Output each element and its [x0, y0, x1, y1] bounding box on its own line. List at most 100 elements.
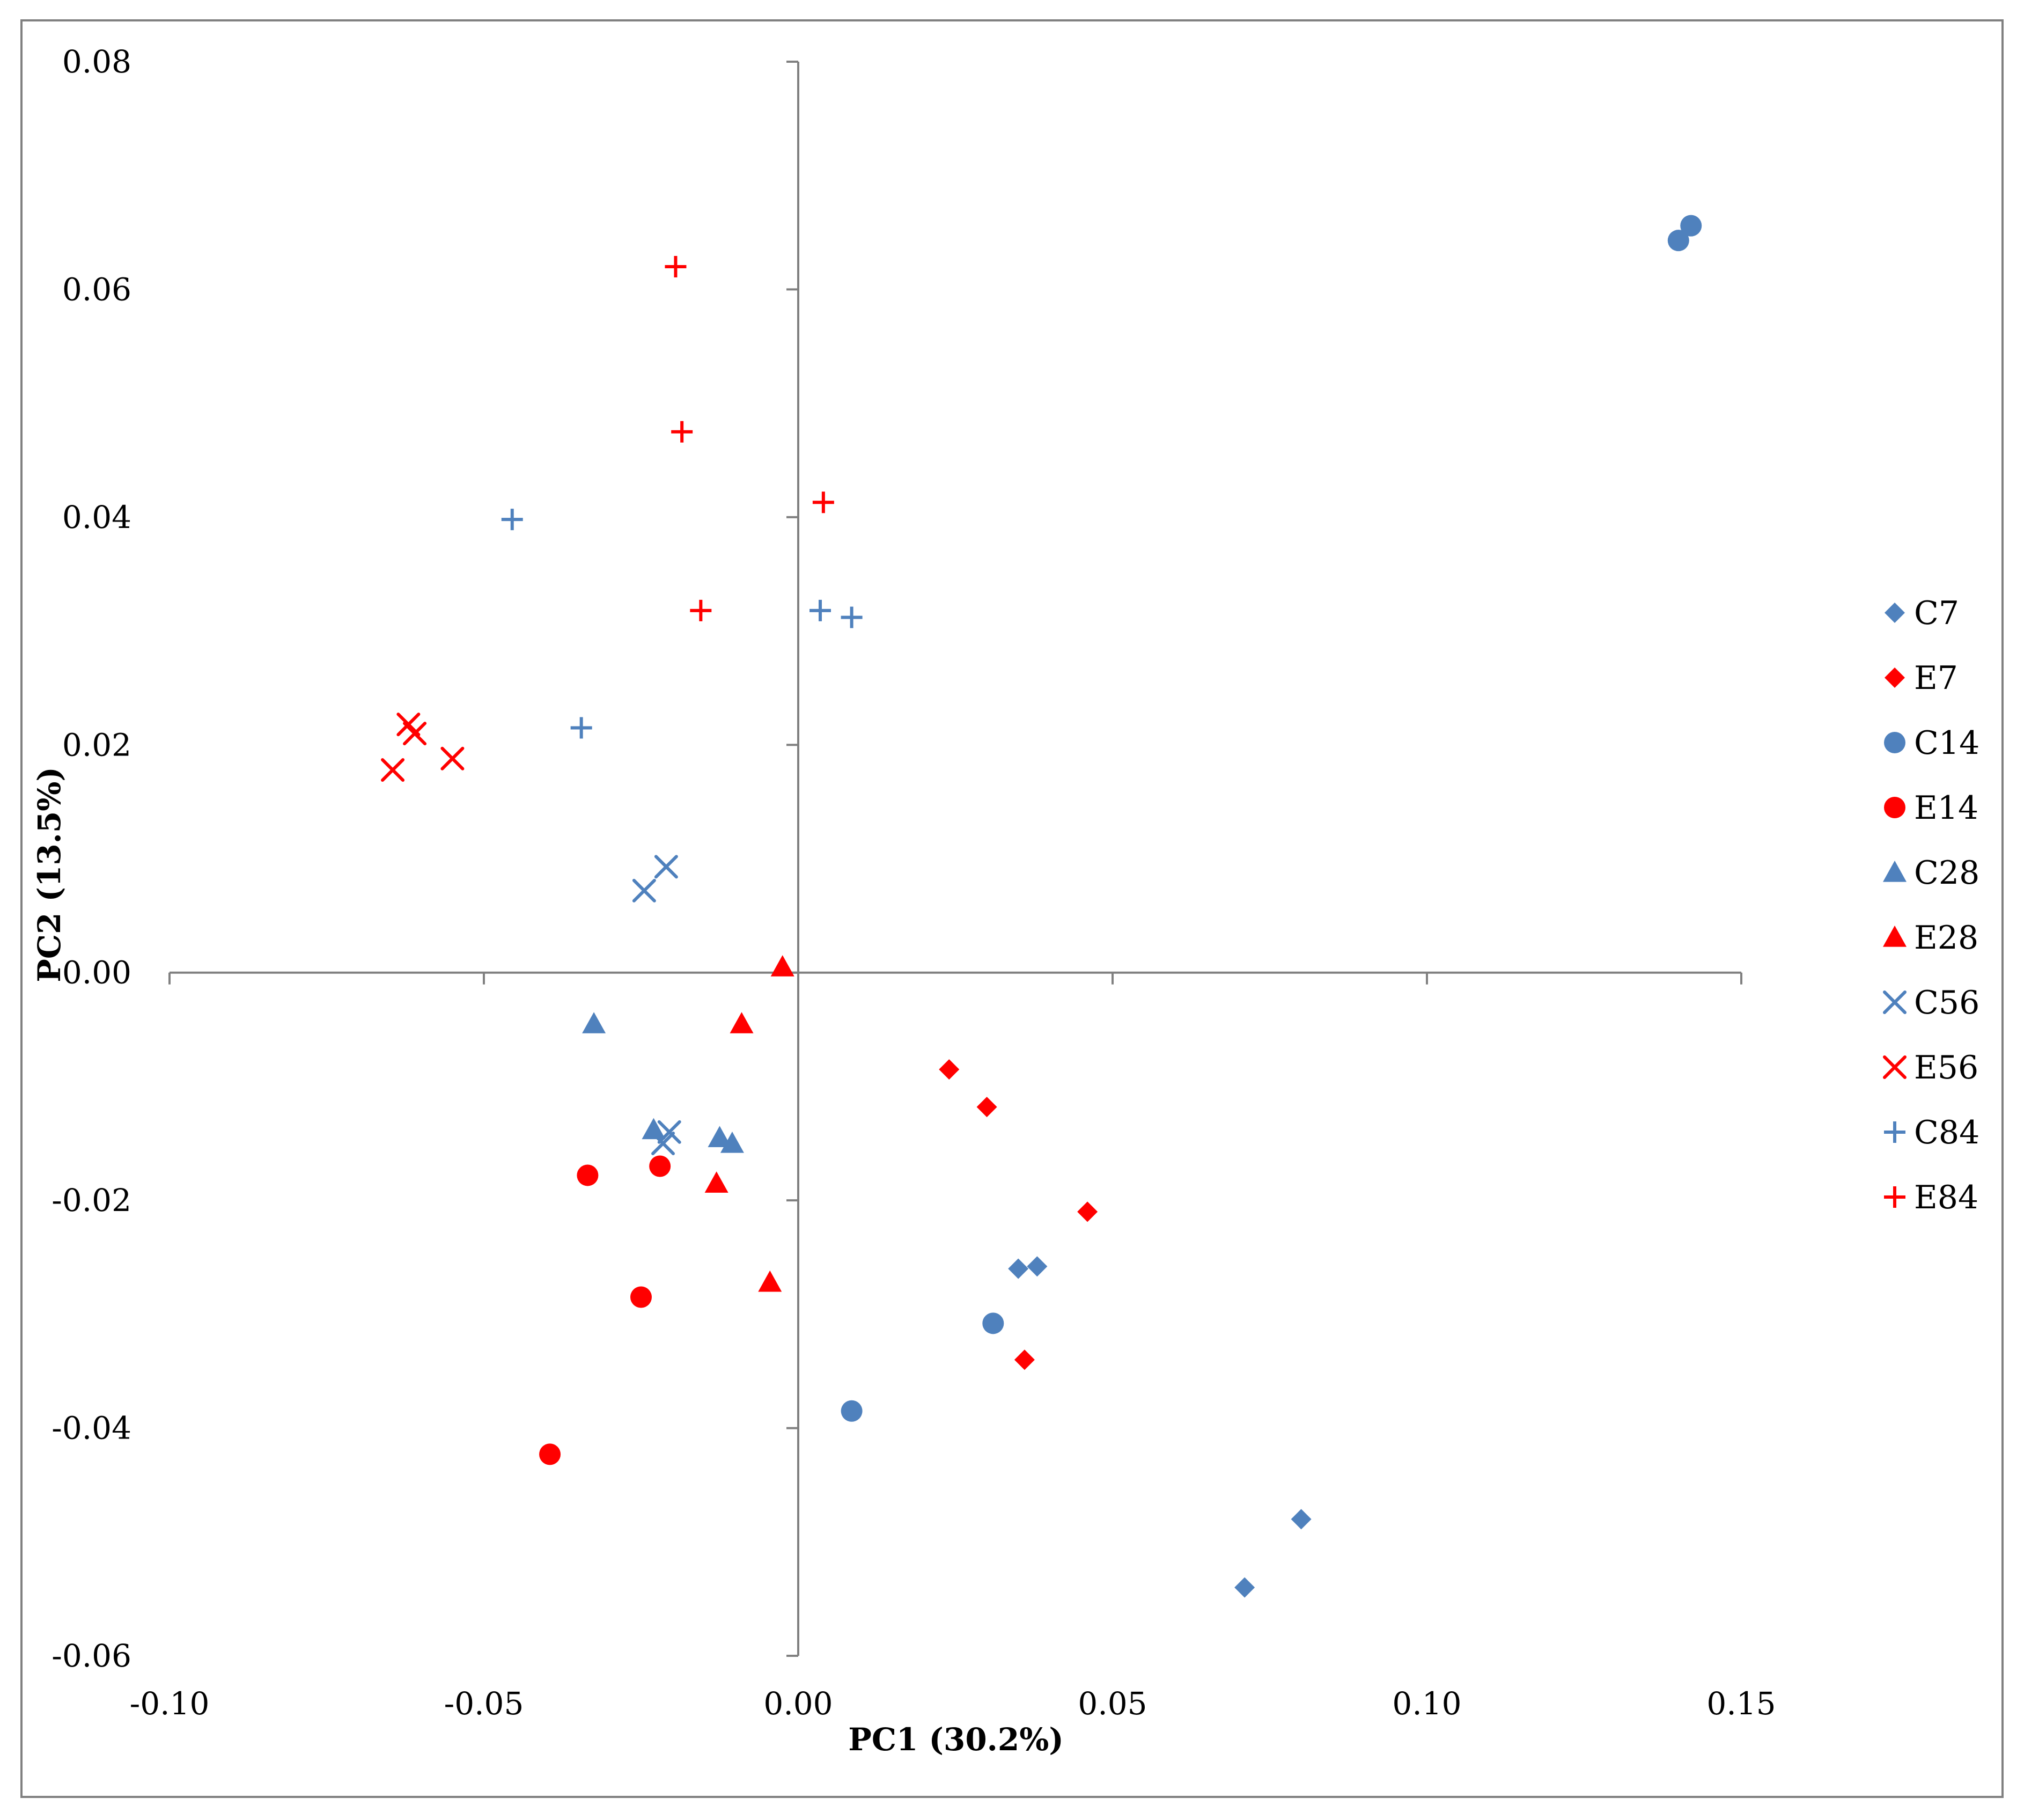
y-tick-label: 0.02 [62, 726, 131, 763]
data-points [381, 215, 1702, 1598]
legend-label: E7 [1914, 659, 1958, 697]
point-E84 [665, 255, 687, 277]
series-E84 [665, 255, 834, 621]
y-tick-label: 0.06 [62, 271, 131, 307]
y-tick-label: -0.02 [51, 1182, 131, 1219]
legend-label: C14 [1914, 724, 1979, 762]
x-tick-label: 0.00 [763, 1685, 833, 1722]
point-E28 [704, 1171, 728, 1193]
point-C7 [1291, 1509, 1312, 1530]
series-E56 [381, 713, 465, 782]
x-tick-label: 0.05 [1078, 1685, 1147, 1722]
point-C7 [1008, 1258, 1029, 1279]
legend-item-C14: C14 [1884, 724, 1979, 762]
legend-marker-E84 [1884, 1186, 1905, 1208]
point-C28 [642, 1118, 666, 1140]
x-tick-label: -0.10 [130, 1685, 210, 1722]
series-C28 [582, 1012, 744, 1153]
point-C7 [1027, 1256, 1048, 1277]
series-C7 [1008, 1256, 1312, 1598]
point-E84 [671, 421, 693, 443]
point-E28 [770, 955, 794, 977]
point-E7 [1077, 1201, 1098, 1222]
legend-label: C7 [1914, 595, 1959, 632]
point-C14 [982, 1312, 1004, 1334]
legend-marker-E14 [1884, 797, 1905, 818]
legend-marker-C7 [1885, 603, 1905, 623]
legend-item-E7: E7 [1885, 659, 1958, 697]
point-E7 [1014, 1349, 1035, 1370]
legend-item-E28: E28 [1883, 919, 1978, 957]
legend-label: C56 [1914, 984, 1979, 1022]
point-C56 [651, 1132, 675, 1156]
legend-marker-C84 [1884, 1121, 1905, 1143]
chart-border [20, 19, 2004, 1798]
legend-item-C28: C28 [1883, 854, 1979, 892]
legend-marker-C56 [1883, 990, 1907, 1014]
legend-marker-E7 [1885, 667, 1905, 688]
y-tick-label: 0.08 [62, 43, 131, 80]
point-E14 [649, 1155, 671, 1177]
legend: C7 E7 C14 E14 C28 E28 C56 E56 C84 E84 [1883, 595, 1979, 1216]
x-tick-label: -0.05 [444, 1685, 524, 1722]
series-C56 [632, 855, 681, 1156]
point-E84 [812, 491, 834, 513]
x-axis-title: PC1 (30.2%) [848, 1721, 1064, 1758]
legend-marker-C14 [1884, 732, 1905, 753]
x-tick-label: 0.10 [1392, 1685, 1461, 1722]
series-C84 [501, 509, 863, 739]
legend-label: C84 [1914, 1114, 1979, 1151]
point-E28 [758, 1270, 782, 1292]
point-E14 [539, 1443, 561, 1465]
point-E56 [403, 722, 427, 746]
series-E28 [704, 955, 794, 1292]
y-tick-label: 0.00 [62, 955, 131, 991]
point-C14 [841, 1400, 863, 1422]
legend-label: C28 [1914, 854, 1979, 892]
legend-item-E56: E56 [1883, 1049, 1978, 1087]
point-E7 [976, 1097, 997, 1118]
legend-item-C56: C56 [1883, 984, 1979, 1022]
series-E7 [939, 1059, 1098, 1370]
legend-item-C7: C7 [1885, 595, 1959, 632]
point-C56 [657, 1120, 681, 1144]
point-C14 [1667, 230, 1689, 252]
legend-label: E28 [1914, 919, 1978, 957]
legend-item-E14: E14 [1884, 789, 1978, 827]
legend-marker-E28 [1883, 926, 1907, 947]
axes: -0.10 -0.05 0.00 0.05 0.10 0.15 -0.06 -0.04 -0.0… [51, 43, 1776, 1722]
point-E56 [381, 758, 405, 782]
legend-label: E14 [1914, 789, 1978, 827]
legend-marker-E56 [1883, 1055, 1907, 1079]
legend-marker-C28 [1883, 861, 1907, 882]
legend-item-E84: E84 [1884, 1179, 1978, 1216]
point-C84 [501, 509, 523, 531]
point-C7 [1234, 1577, 1255, 1598]
point-C28 [708, 1126, 732, 1148]
point-E28 [730, 1012, 754, 1033]
point-E56 [440, 746, 465, 770]
point-C84 [841, 606, 863, 628]
x-tick-label: 0.15 [1706, 1685, 1776, 1722]
point-C56 [632, 878, 656, 902]
legend-label: E84 [1914, 1179, 1978, 1216]
point-C14 [1680, 215, 1702, 237]
series-E14 [539, 1155, 671, 1465]
series-C14 [841, 215, 1702, 1422]
y-axis-title: PC2 (13.5%) [31, 767, 68, 982]
legend-item-C84: C84 [1884, 1114, 1979, 1151]
point-E7 [939, 1059, 960, 1080]
point-E14 [577, 1164, 599, 1186]
point-C28 [720, 1132, 744, 1153]
y-tick-label: -0.06 [51, 1638, 131, 1674]
point-E14 [630, 1286, 652, 1308]
point-C84 [809, 599, 831, 621]
y-tick-label: -0.04 [51, 1410, 131, 1447]
point-E84 [690, 599, 712, 621]
point-C28 [582, 1012, 606, 1033]
y-tick-label: 0.04 [62, 499, 131, 535]
point-C84 [570, 717, 592, 739]
point-C56 [654, 855, 678, 879]
